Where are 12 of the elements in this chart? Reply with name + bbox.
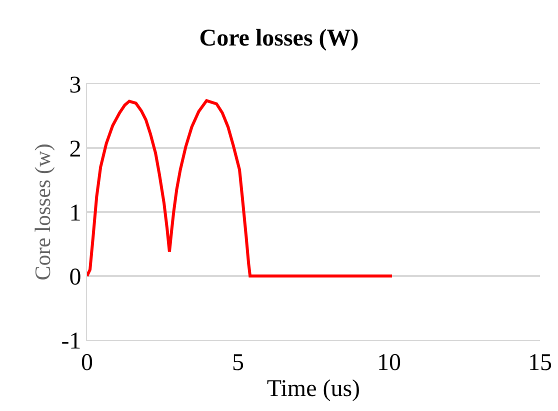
x-tick-label: 15 xyxy=(528,350,552,376)
y-axis-title: Core losses (w) xyxy=(30,144,55,280)
y-tick-label: 3 xyxy=(69,72,82,98)
x-tick-label: 10 xyxy=(377,350,401,376)
x-axis-title: Time (us) xyxy=(266,376,360,402)
y-tick-label: 1 xyxy=(69,200,82,226)
y-tick-label: -1 xyxy=(61,328,82,354)
y-tick-label: 0 xyxy=(69,264,82,290)
y-tick-label: 2 xyxy=(69,136,82,162)
line-series xyxy=(87,99,394,278)
chart-title: Core losses (W) xyxy=(199,26,359,52)
x-tick-label: 5 xyxy=(232,350,244,376)
